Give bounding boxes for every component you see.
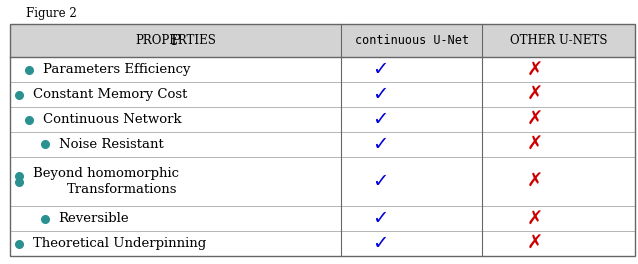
Text: ✓: ✓ (373, 60, 389, 79)
Text: PROPERTIES: PROPERTIES (135, 34, 216, 47)
Bar (10, 24, 635, 256)
Text: Parameters Efficiency: Parameters Efficiency (43, 63, 190, 76)
Text: Noise Resistant: Noise Resistant (59, 138, 163, 151)
Text: Beyond homomorphic: Beyond homomorphic (33, 167, 179, 181)
Text: continuous U-Net: continuous U-Net (355, 34, 468, 47)
Text: Constant Memory Cost: Constant Memory Cost (33, 88, 188, 101)
Text: Transformations: Transformations (67, 183, 177, 196)
Text: ✓: ✓ (373, 110, 389, 129)
Text: Theoretical Underpinning: Theoretical Underpinning (33, 237, 207, 250)
Text: ✗: ✗ (527, 110, 544, 129)
Bar (10, 24, 635, 58)
Text: ✗: ✗ (527, 234, 544, 253)
Text: Reversible: Reversible (59, 212, 130, 225)
Text: Continuous Network: Continuous Network (43, 113, 181, 126)
Text: ✗: ✗ (527, 172, 544, 191)
Text: Figure 2: Figure 2 (26, 7, 77, 20)
Text: ✓: ✓ (373, 209, 389, 228)
Text: ✓: ✓ (373, 172, 389, 191)
Text: ✗: ✗ (527, 135, 544, 154)
Text: OTHER U-NETS: OTHER U-NETS (510, 34, 607, 47)
Text: ✗: ✗ (527, 85, 544, 104)
Text: ✓: ✓ (373, 85, 389, 104)
Text: P: P (170, 34, 181, 48)
Text: ✗: ✗ (527, 209, 544, 228)
Text: ✓: ✓ (373, 234, 389, 253)
Text: ✓: ✓ (373, 135, 389, 154)
Text: ✗: ✗ (527, 60, 544, 79)
